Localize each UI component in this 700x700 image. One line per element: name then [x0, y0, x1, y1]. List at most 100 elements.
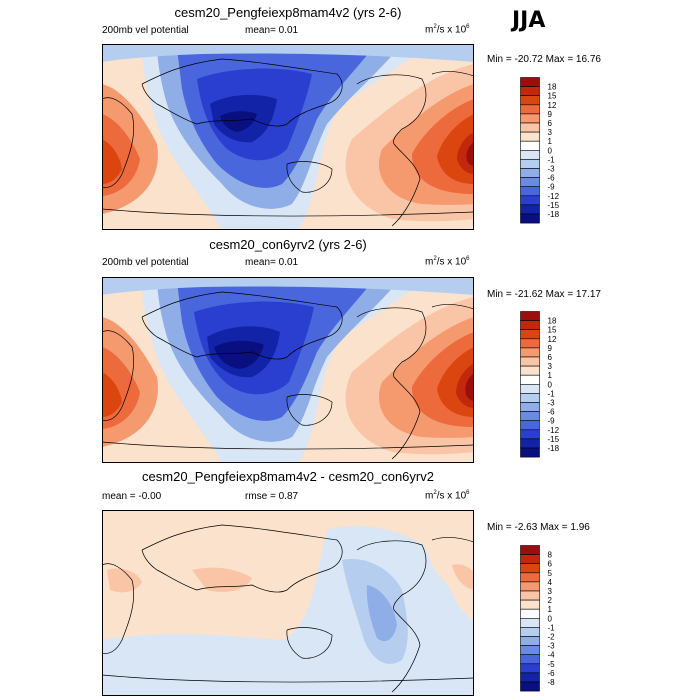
colorbar-label: -6 [548, 174, 556, 183]
colorbar-label: 15 [548, 326, 557, 335]
colorbar-box [520, 95, 540, 106]
colorbar-box [520, 618, 540, 628]
panel1-units: m2/s x 106 [425, 24, 470, 36]
colorbar-box [520, 599, 540, 610]
colorbar-box [520, 186, 540, 197]
colorbar-box [520, 438, 540, 449]
colorbar-label: 6 [548, 560, 553, 569]
colorbar-label: 2 [548, 596, 553, 605]
colorbar-box [520, 563, 540, 574]
colorbar-box [520, 402, 540, 412]
colorbar-box [520, 356, 540, 367]
colorbar-box [520, 213, 540, 224]
colorbar-label: 12 [548, 101, 557, 110]
colorbar-label: -4 [548, 651, 556, 660]
panel1-map [102, 44, 474, 230]
colorbar-box [520, 150, 540, 160]
colorbar-box [520, 681, 540, 692]
colorbar-box [520, 645, 540, 655]
colorbar-label: 1 [548, 137, 553, 146]
colorbar-label: -1 [548, 155, 556, 164]
panel3-map [102, 510, 474, 696]
panel2-units: m2/s x 106 [425, 256, 470, 268]
colorbar-label: 18 [548, 317, 557, 326]
panel3-mean-label: mean = -0.00 [102, 491, 162, 502]
season-label: JJA [512, 8, 546, 33]
colorbar-label: -18 [548, 444, 560, 453]
colorbar-box [520, 581, 540, 592]
colorbar-label: 4 [548, 578, 553, 587]
panel2-mean-label: mean= 0.01 [245, 257, 299, 268]
colorbar-box [520, 572, 540, 583]
colorbar-label: -3 [548, 165, 556, 174]
colorbar-box [520, 663, 540, 674]
colorbar-label: -3 [548, 399, 556, 408]
colorbar-label: -18 [548, 210, 560, 219]
colorbar-label: 3 [548, 587, 553, 596]
colorbar-label: 6 [548, 119, 553, 128]
colorbar-label: 9 [548, 110, 553, 119]
colorbar-box [520, 113, 540, 124]
panel2-map [102, 277, 474, 463]
panel1-minmax: Min = -20.72 Max = 16.76 [487, 54, 601, 65]
colorbar-box [520, 420, 540, 431]
colorbar-label: 6 [548, 353, 553, 362]
panel1-mean-label: mean= 0.01 [245, 25, 299, 36]
panel1-title: cesm20_Pengfeiexp8mam4v2 (yrs 2-6) [174, 5, 402, 20]
colorbar-label: -9 [548, 417, 556, 426]
colorbar-box [520, 554, 540, 565]
colorbar-label: -12 [548, 426, 560, 435]
panel3-units: m2/s x 106 [425, 490, 470, 502]
colorbar-label: 3 [548, 128, 553, 137]
colorbar-box [520, 195, 540, 206]
colorbar-label: -12 [548, 192, 560, 201]
colorbar-box [520, 374, 540, 385]
panel2-title: cesm20_con6yrv2 (yrs 2-6) [209, 237, 367, 252]
colorbar-box [520, 177, 540, 187]
colorbar-box [520, 320, 540, 331]
colorbar-box [520, 104, 540, 115]
colorbar-box [520, 311, 540, 321]
colorbar-box [520, 168, 540, 178]
colorbar-label: -1 [548, 389, 556, 398]
colorbar-box [520, 347, 540, 358]
colorbar-label: -6 [548, 408, 556, 417]
colorbar-box [520, 122, 540, 133]
panel2-left-label: 200mb vel potential [102, 257, 189, 268]
colorbar-label: 3 [548, 362, 553, 371]
colorbar-label: -5 [548, 660, 556, 669]
panel2-minmax: Min = -21.62 Max = 17.17 [487, 289, 601, 300]
colorbar-box [520, 627, 540, 637]
colorbar-box [520, 590, 540, 601]
colorbar-label: 5 [548, 569, 553, 578]
colorbar-box [520, 131, 540, 142]
panel3-title: cesm20_Pengfeiexp8mam4v2 - cesm20_con6yr… [142, 469, 434, 484]
colorbar-label: 0 [548, 380, 553, 389]
colorbar-label: 18 [548, 83, 557, 92]
panel3-minmax: Min = -2.63 Max = 1.96 [487, 522, 590, 533]
colorbar-box [520, 608, 540, 619]
colorbar-box [520, 384, 540, 394]
colorbar-label: -3 [548, 642, 556, 651]
colorbar-label: 12 [548, 335, 557, 344]
colorbar-label: 8 [548, 551, 553, 560]
colorbar-label: 0 [548, 146, 553, 155]
colorbar-label: -15 [548, 435, 560, 444]
colorbar-label: -15 [548, 201, 560, 210]
colorbar-box [520, 636, 540, 646]
colorbar-box [520, 411, 540, 421]
colorbar-label: -6 [548, 669, 556, 678]
colorbar-box [520, 393, 540, 403]
colorbar-box [520, 365, 540, 376]
colorbar-box [520, 140, 540, 151]
colorbar-label: 0 [548, 614, 553, 623]
colorbar-label: 1 [548, 605, 553, 614]
colorbar-box [520, 447, 540, 458]
colorbar-box [520, 204, 540, 215]
colorbar-label: -9 [548, 183, 556, 192]
colorbar-label: 15 [548, 92, 557, 101]
colorbar-label: -2 [548, 633, 556, 642]
